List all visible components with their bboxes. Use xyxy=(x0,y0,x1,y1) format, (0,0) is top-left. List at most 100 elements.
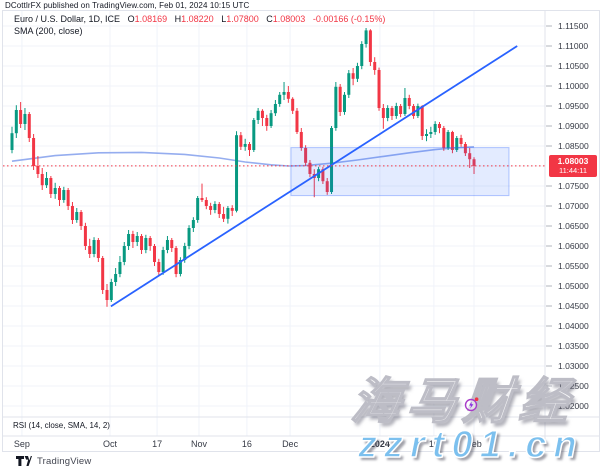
candle-body xyxy=(386,108,390,118)
candle-body xyxy=(373,62,377,70)
candle-body xyxy=(122,246,126,262)
price-axis-label: 1.09000 xyxy=(558,121,589,131)
time-axis-label: 2024 xyxy=(370,439,390,449)
candle-body xyxy=(273,104,277,114)
candle-body xyxy=(79,212,83,226)
candle-body xyxy=(32,138,36,166)
candle-body xyxy=(403,98,407,114)
time-axis-label: 16 xyxy=(242,439,252,449)
candle-body xyxy=(148,238,152,246)
price-axis-label: 1.02500 xyxy=(558,381,589,391)
candle-body xyxy=(256,110,260,120)
candle-body xyxy=(101,258,105,290)
candle-body xyxy=(308,162,312,174)
time-axis-label: Oct xyxy=(103,439,118,449)
candle-body xyxy=(239,135,243,147)
time-axis-label: Nov xyxy=(191,439,208,449)
candle-body xyxy=(446,132,450,148)
candle-body xyxy=(399,106,403,114)
candle-body xyxy=(70,206,74,220)
candle-body xyxy=(334,86,338,128)
candle-body xyxy=(144,238,148,250)
candle-body xyxy=(325,181,329,192)
indicator-row[interactable]: SMA (200, close) xyxy=(14,25,385,37)
candle-body xyxy=(174,248,178,274)
candle-body xyxy=(247,144,251,150)
candle-body xyxy=(321,169,325,182)
ohlc-high-value: 1.08220 xyxy=(181,14,214,24)
candle-body xyxy=(455,138,459,150)
footer-branding[interactable]: TradingView xyxy=(16,455,91,467)
candle-body xyxy=(459,138,463,144)
price-axis-label: 1.07000 xyxy=(558,201,589,211)
candle-body xyxy=(57,188,61,200)
sma-indicator-label: SMA (200, close) xyxy=(14,26,83,36)
price-axis-label: 1.02000 xyxy=(558,401,589,411)
price-axis-label: 1.03500 xyxy=(558,341,589,351)
price-axis-label: 1.06000 xyxy=(558,241,589,251)
candle-body xyxy=(10,133,14,150)
symbol-title: Euro / U.S. Dollar, 1D, ICE xyxy=(14,14,121,24)
published-attribution: DCottlrFX published on TradingView.com, … xyxy=(5,1,250,10)
price-axis-label: 1.04000 xyxy=(558,321,589,331)
symbol-row[interactable]: Euro / U.S. Dollar, 1D, ICE O1.08169 H1.… xyxy=(14,13,385,25)
candle-body xyxy=(295,110,299,132)
candle-body xyxy=(196,198,200,220)
last-price-value: 1.08003 xyxy=(557,155,589,166)
candle-body xyxy=(338,86,342,112)
candle-body xyxy=(425,134,429,136)
candle-body xyxy=(394,106,398,116)
candle-body xyxy=(282,92,286,95)
time-axis-label: 16 xyxy=(429,439,439,449)
candle-body xyxy=(360,44,364,66)
ohlc-open-value: 1.08169 xyxy=(134,14,168,24)
candle-body xyxy=(45,178,49,186)
candle-body xyxy=(36,166,40,174)
candle-body xyxy=(463,144,467,154)
price-axis-label: 1.05500 xyxy=(558,261,589,271)
candle-body xyxy=(235,135,239,211)
candle-body xyxy=(377,70,381,108)
candle-body xyxy=(416,106,420,116)
candle-body xyxy=(355,66,359,79)
candle-body xyxy=(118,262,122,274)
price-axis-label: 1.10000 xyxy=(558,81,589,91)
candle-body xyxy=(127,234,131,246)
candle-body xyxy=(200,198,204,200)
candle-body xyxy=(364,30,368,44)
candle-body xyxy=(381,108,385,118)
candle-body xyxy=(109,282,113,300)
candle-body xyxy=(105,290,109,300)
candle-body xyxy=(213,204,217,210)
support-zone-rectangle[interactable] xyxy=(290,147,510,197)
candle-body xyxy=(330,128,334,192)
candle-body xyxy=(390,108,394,116)
candle-body xyxy=(14,110,18,134)
ohlc-close-label: C xyxy=(266,14,273,24)
change-value: -0.00166 (-0.15%) xyxy=(312,14,386,24)
candle-body xyxy=(66,190,70,206)
candle-body xyxy=(23,114,27,124)
candle-body xyxy=(49,178,53,194)
time-axis-label: Dec xyxy=(282,439,299,449)
price-axis-label: 1.04500 xyxy=(558,301,589,311)
ohlc-close-value: 1.08003 xyxy=(272,14,306,24)
ascending-trendline[interactable] xyxy=(110,45,518,308)
candle-body xyxy=(433,124,437,132)
candle-body xyxy=(165,240,169,250)
candle-body xyxy=(88,246,92,254)
candle-body xyxy=(209,206,213,210)
candle-body xyxy=(252,120,256,150)
candle-body xyxy=(472,159,476,166)
candle-body xyxy=(420,106,424,136)
rsi-pane-label[interactable]: RSI (14, close, SMA, 14, 2) xyxy=(13,421,110,430)
candle-body xyxy=(347,73,351,95)
candle-body xyxy=(468,153,472,160)
ohlc-low-label: L xyxy=(221,14,227,24)
candle-body xyxy=(260,110,264,118)
candle-body xyxy=(191,220,195,228)
candle-body xyxy=(83,226,87,246)
candle-body xyxy=(429,132,433,134)
candle-body xyxy=(161,250,165,272)
